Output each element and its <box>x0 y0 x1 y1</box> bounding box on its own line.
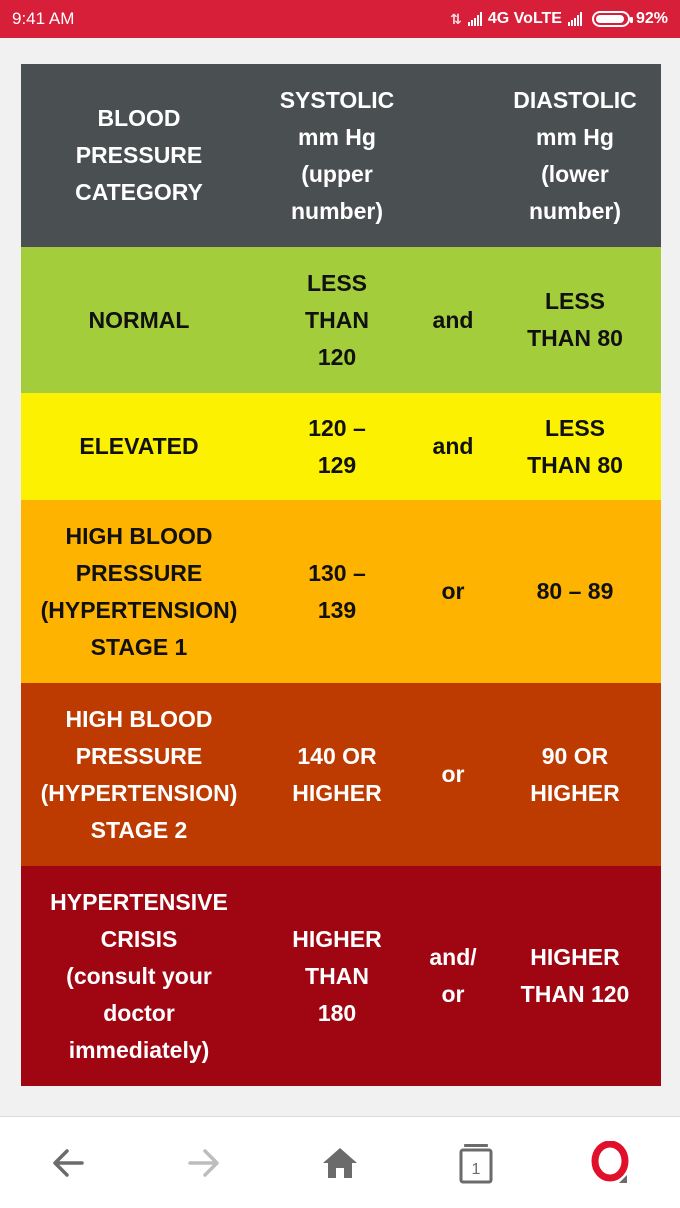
row-diastolic: 90 OR HIGHER <box>530 742 620 806</box>
row-systolic: LESS THAN 120 <box>305 269 369 370</box>
battery-icon <box>591 11 633 27</box>
row-diastolic: HIGHER THAN 120 <box>520 944 630 1007</box>
row-category: HYPERTENSIVE CRISIS (consult your doctor… <box>50 888 228 1063</box>
status-indicators: ⇅ 4G VoLTE 92% <box>450 10 668 28</box>
row-category: HIGH BLOOD PRESSURE (HYPERTENSION) STAGE… <box>40 522 238 660</box>
row-connector: or <box>441 761 465 787</box>
row-category: ELEVATED <box>79 433 199 459</box>
table-row: ELEVATED 120 – 129 and LESS THAN 80 <box>21 393 661 500</box>
bottom-navigation-bar: 1 <box>0 1116 680 1208</box>
row-diastolic: LESS THAN 80 <box>527 288 623 351</box>
opera-logo-icon <box>591 1141 629 1183</box>
table-row: NORMAL LESS THAN 120 and LESS THAN 80 <box>21 247 661 393</box>
row-diastolic: LESS THAN 80 <box>527 414 623 478</box>
row-systolic: 140 OR HIGHER <box>292 742 382 806</box>
row-systolic: 130 – 139 <box>308 559 366 623</box>
row-connector: and <box>432 306 474 333</box>
forward-button[interactable] <box>180 1139 228 1187</box>
row-category: HIGH BLOOD PRESSURE (HYPERTENSION) STAGE… <box>40 705 238 843</box>
table-row: HYPERTENSIVE CRISIS (consult your doctor… <box>21 866 661 1086</box>
back-button[interactable] <box>44 1139 92 1187</box>
status-bar: 9:41 AM ⇅ 4G VoLTE 92% <box>0 0 680 38</box>
table-header-row: BLOOD PRESSURE CATEGORY SYSTOLIC mm Hg (… <box>21 64 661 247</box>
arrow-right-icon <box>188 1149 219 1177</box>
row-connector: and/ or <box>429 944 477 1007</box>
header-category: BLOOD PRESSURE CATEGORY <box>75 105 203 205</box>
row-systolic: HIGHER THAN 180 <box>292 925 382 1026</box>
header-spacer <box>417 64 489 247</box>
row-category: NORMAL <box>88 306 190 333</box>
arrow-left-icon <box>53 1149 84 1177</box>
status-time: 9:41 AM <box>12 9 75 28</box>
header-systolic: SYSTOLIC mm Hg (upper number) <box>279 86 395 224</box>
table-row: HIGH BLOOD PRESSURE (HYPERTENSION) STAGE… <box>21 683 661 866</box>
signal-icon <box>467 12 482 26</box>
header-diastolic: DIASTOLIC mm Hg (lower number) <box>513 86 637 224</box>
data-transfer-icon: ⇅ <box>450 10 462 27</box>
home-button[interactable] <box>316 1139 364 1187</box>
row-diastolic: 80 – 89 <box>536 578 614 604</box>
table-row: HIGH BLOOD PRESSURE (HYPERTENSION) STAGE… <box>21 500 661 683</box>
tabs-count: 1 <box>472 1161 481 1178</box>
signal-icon-2 <box>567 12 582 26</box>
tabs-button[interactable]: 1 <box>452 1139 500 1187</box>
row-connector: or <box>441 578 465 604</box>
row-systolic: 120 – 129 <box>308 414 366 478</box>
home-icon <box>323 1148 357 1178</box>
opera-menu-button[interactable] <box>588 1139 636 1187</box>
page-content[interactable]: BLOOD PRESSURE CATEGORY SYSTOLIC mm Hg (… <box>0 38 680 1116</box>
tabs-icon: 1 <box>459 1144 493 1184</box>
row-connector: and <box>432 433 474 459</box>
blood-pressure-table: BLOOD PRESSURE CATEGORY SYSTOLIC mm Hg (… <box>21 64 661 1086</box>
network-type: 4G VoLTE <box>487 10 562 27</box>
battery-percent: 92% <box>635 10 668 27</box>
